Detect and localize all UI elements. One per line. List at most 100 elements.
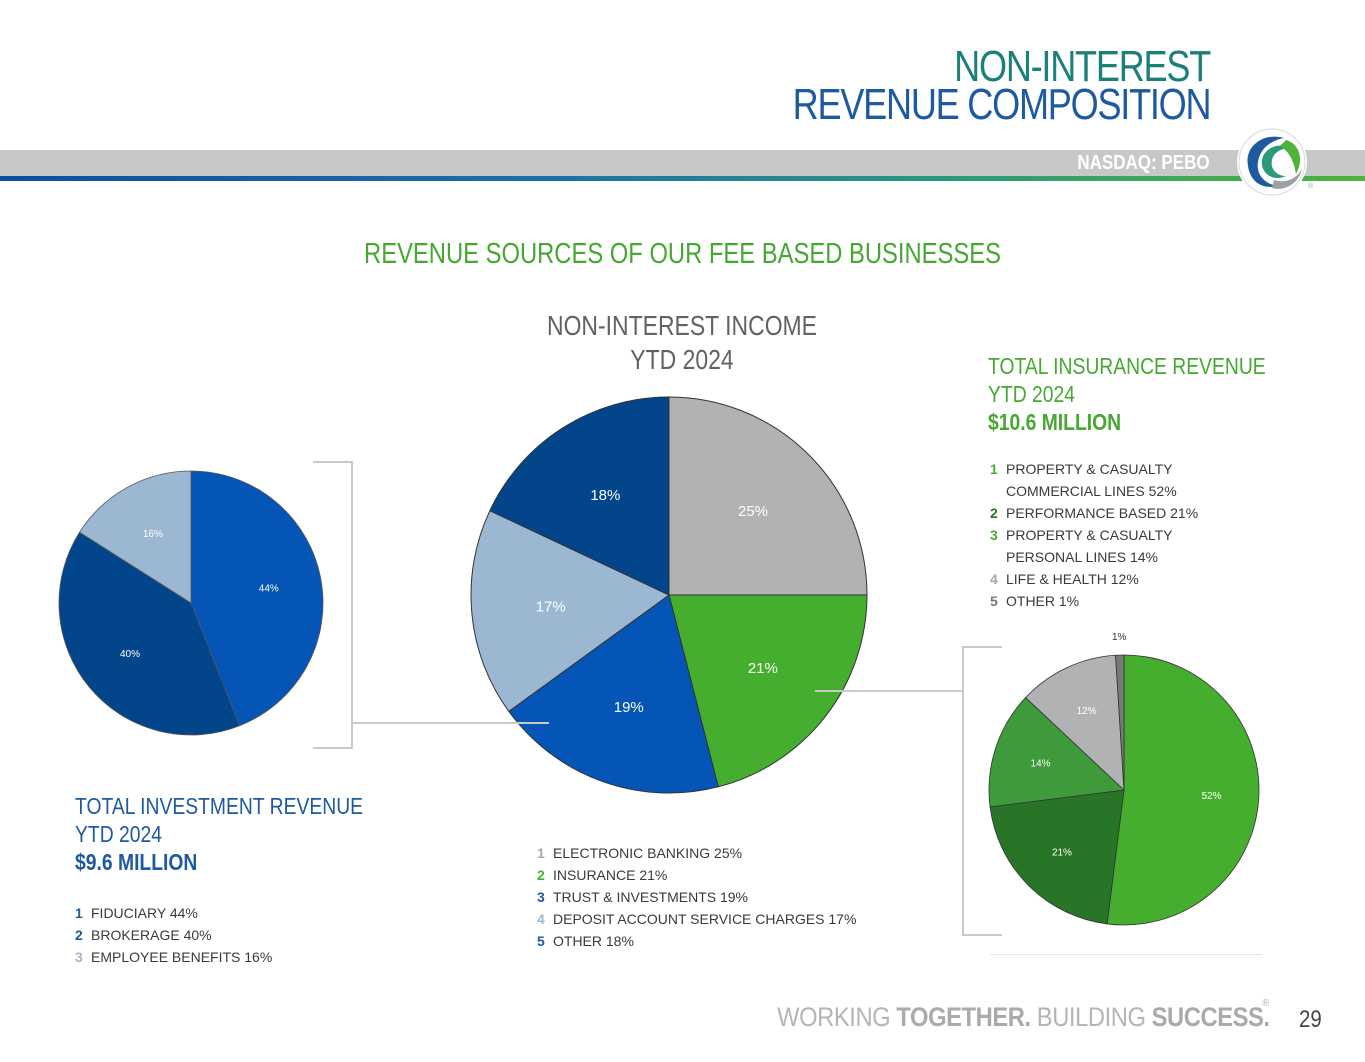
legend-number: 3 [990, 527, 998, 543]
header-band [0, 150, 1365, 176]
investment-heading-line-2: YTD 2024 [75, 821, 162, 847]
center-pie-title-line-2: YTD 2024 [630, 344, 734, 375]
pie-slice-2 [668, 594, 868, 788]
investment-revenue-pie: 44% 40% 16% [58, 470, 324, 736]
insurance-connector-line [815, 690, 962, 692]
pie-slice-label: 25% [738, 503, 768, 520]
insurance-heading-line-2: YTD 2024 [988, 381, 1075, 407]
legend-number: 3 [537, 889, 545, 905]
pie-slice-3 [78, 470, 192, 604]
pie-slice-5 [489, 396, 670, 596]
legend-item: 3 TRUST & INVESTMENTS 19% [537, 886, 856, 908]
legend-item: 2 INSURANCE 21% [537, 864, 856, 886]
tagline-part-together: TOGETHER. [896, 1002, 1032, 1032]
section-heading: REVENUE SOURCES OF OUR FEE BASED BUSINES… [364, 238, 1001, 270]
page-title-line-2: REVENUE COMPOSITION [792, 80, 1211, 129]
legend-item: 1 ELECTRONIC BANKING 25% [537, 842, 856, 864]
pie-slice-3 [508, 594, 719, 794]
pie-slice-3 [988, 697, 1125, 808]
legend-label: DEPOSIT ACCOUNT SERVICE CHARGES 17% [553, 911, 857, 927]
peoples-bancorp-logo-icon: ® [1237, 127, 1314, 197]
legend-number: 1 [75, 905, 83, 921]
legend-item: 4 DEPOSIT ACCOUNT SERVICE CHARGES 17% [537, 908, 856, 930]
center-pie-title: NON-INTEREST INCOME YTD 2024 [518, 309, 846, 377]
legend-number: 4 [990, 571, 998, 587]
tagline-part-success: SUCCESS. [1152, 1002, 1270, 1032]
legend-item: 2 BROKERAGE 40% [75, 924, 272, 946]
tagline-part-working: WORKING [777, 1002, 897, 1032]
pie-slice-label: 16% [143, 529, 163, 540]
legend-label: PROPERTY & CASUALTY [1006, 527, 1173, 543]
legend-label: EMPLOYEE BENEFITS 16% [91, 949, 273, 965]
pie-slice-label: 14% [1031, 758, 1051, 769]
legend-number: 2 [537, 867, 545, 883]
investment-bracket [313, 461, 353, 749]
legend-item-continued: COMMERCIAL LINES 52% [1006, 483, 1177, 499]
insurance-amount: $10.6 MILLION [988, 409, 1122, 435]
legend-number: 1 [990, 461, 998, 477]
legend-label: LIFE & HEALTH 12% [1006, 571, 1139, 587]
svg-text:®: ® [1308, 182, 1314, 190]
legend-label: PROPERTY & CASUALTY [1006, 461, 1173, 477]
ticker-label: NASDAQ: PEBO [1077, 152, 1210, 174]
legend-label: ELECTRONIC BANKING 25% [553, 845, 743, 861]
legend-item: 2 PERFORMANCE BASED 21% [990, 502, 1198, 524]
insurance-heading: TOTAL INSURANCE REVENUE YTD 2024 $10.6 M… [988, 352, 1266, 436]
investment-connector-line [351, 722, 549, 724]
legend-label: INSURANCE 21% [553, 867, 668, 883]
header-gradient-stripe [0, 176, 1365, 181]
legend-number: 2 [75, 927, 83, 943]
legend-item: 5 OTHER 1% [990, 590, 1198, 612]
pie-slice-2 [989, 789, 1125, 925]
legend-label: PERFORMANCE BASED 21% [1006, 505, 1199, 521]
insurance-heading-line-1: TOTAL INSURANCE REVENUE [988, 353, 1266, 379]
pie-slice-4 [470, 510, 670, 713]
insurance-baseline [990, 954, 1262, 955]
legend-number: 2 [990, 505, 998, 521]
legend-number: 5 [537, 933, 545, 949]
pie-slice-label: 19% [614, 699, 644, 716]
investment-heading: TOTAL INVESTMENT REVENUE YTD 2024 $9.6 M… [75, 792, 363, 876]
registered-mark: ® [1262, 998, 1270, 1009]
legend-item: 1 PROPERTY & CASUALTY [990, 458, 1198, 480]
legend-item: 3 PROPERTY & CASUALTY [990, 524, 1198, 546]
pie-slice-1 [190, 470, 324, 727]
pie-slice-label: 17% [536, 598, 566, 615]
legend-item: 3 EMPLOYEE BENEFITS 16% [75, 946, 272, 968]
legend-label: FIDUCIARY 44% [91, 905, 198, 921]
legend-number: 5 [990, 593, 998, 609]
pie-slice-4 [1025, 654, 1125, 791]
legend-item: 1 FIDUCIARY 44% [75, 902, 272, 924]
insurance-revenue-pie: 52% 21% 14% 12% [988, 654, 1260, 926]
footer-tagline: WORKING TOGETHER. BUILDING SUCCESS. [777, 1002, 1271, 1033]
legend-number: 3 [75, 949, 83, 965]
pie-slice-label: 18% [590, 487, 620, 504]
investment-amount: $9.6 MILLION [75, 849, 198, 875]
legend-item: 5 OTHER 18% [537, 930, 856, 952]
legend-label: TRUST & INVESTMENTS 19% [553, 889, 749, 905]
non-interest-income-legend: 1 ELECTRONIC BANKING 25% 2 INSURANCE 21% 3… [537, 842, 856, 952]
investment-legend: 1 FIDUCIARY 44% 2 BROKERAGE 40% 3 EMPLOYEE … [75, 902, 272, 968]
pie-slice-label: 21% [1052, 848, 1072, 859]
insurance-bracket [962, 646, 1002, 936]
page-title-line-1: NON-INTEREST [954, 42, 1211, 91]
insurance-other-slice-label: 1% [1112, 632, 1127, 643]
non-interest-income-pie: 25% 21% 19% 17% 18% [470, 396, 868, 794]
legend-number: 4 [537, 911, 545, 927]
legend-item: 4 LIFE & HEALTH 12% [990, 568, 1198, 590]
insurance-legend: 1 PROPERTY & CASUALTY COMMERCIAL LINES 52… [990, 458, 1198, 612]
legend-number: 1 [537, 845, 545, 861]
legend-label: BROKERAGE 40% [91, 927, 212, 943]
tagline-part-building: BUILDING [1031, 1002, 1153, 1032]
legend-label: OTHER 1% [1006, 593, 1080, 609]
pie-slice-5 [1115, 654, 1125, 791]
center-pie-title-line-1: NON-INTEREST INCOME [546, 310, 818, 341]
legend-item-continued: PERSONAL LINES 14% [1006, 549, 1158, 565]
pie-slice-1 [1106, 654, 1260, 926]
pie-slice-1 [668, 396, 868, 596]
pie-slice-label: 40% [120, 649, 140, 660]
pie-slice-label: 21% [748, 660, 778, 677]
legend-label: OTHER 18% [553, 933, 634, 949]
pie-slice-label: 12% [1077, 706, 1097, 717]
pie-slice-2 [58, 531, 241, 736]
